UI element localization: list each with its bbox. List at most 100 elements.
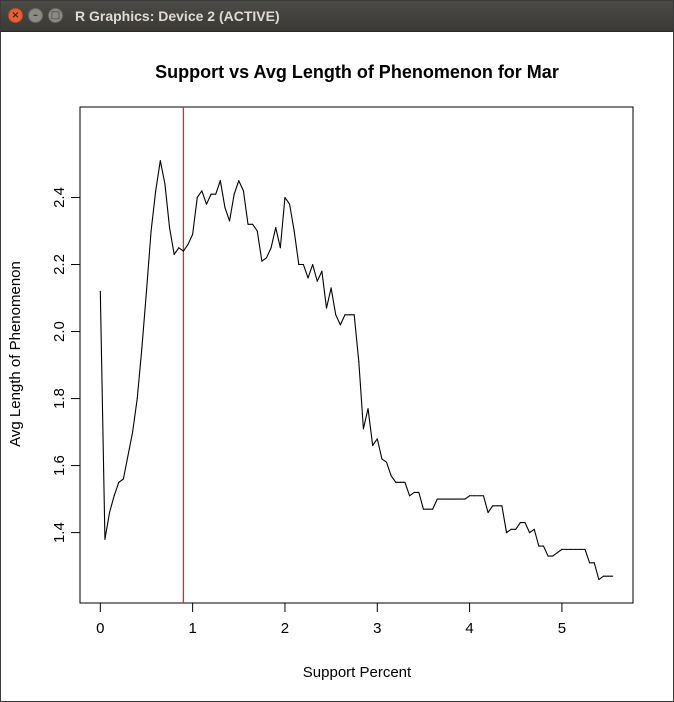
series-segment (376, 438, 383, 460)
series-segment (533, 528, 540, 547)
y-tick-label: 2.4 (51, 187, 68, 208)
series-segment (339, 314, 346, 326)
series-segment (136, 347, 143, 400)
series-segment (219, 180, 226, 209)
series-segment (164, 183, 171, 229)
series-segment (505, 528, 512, 534)
window-titlebar[interactable]: × – □ R Graphics: Device 2 (ACTIVE) (1, 1, 673, 32)
series-segment (542, 545, 549, 557)
series-segment (358, 361, 364, 430)
series-segment (385, 461, 392, 477)
series-segment (335, 314, 341, 326)
y-tick-label: 1.8 (51, 388, 68, 409)
window-title: R Graphics: Device 2 (ACTIVE) (75, 8, 280, 24)
series-segment (404, 481, 411, 497)
series-segment (529, 528, 535, 534)
series-segment (330, 287, 337, 316)
series-segment (501, 505, 508, 534)
x-tick-label: 5 (558, 620, 566, 637)
y-axis-label: Avg Length of Phenomenon (7, 261, 24, 447)
series-segment (302, 263, 309, 279)
series-segment (192, 196, 198, 235)
series-segment (289, 203, 295, 232)
series-segment (182, 243, 189, 252)
series-segment (238, 180, 244, 192)
x-tick-label: 1 (188, 620, 196, 637)
series-segment (113, 481, 120, 497)
x-tick-label: 0 (96, 620, 104, 637)
series-segment (362, 408, 369, 430)
series-segment (593, 562, 600, 581)
series-segment (307, 263, 314, 279)
series-segment (275, 227, 281, 249)
series-segment (270, 227, 277, 249)
series-segment (224, 206, 231, 222)
series-segment (284, 196, 291, 205)
series-segment (432, 498, 438, 510)
series-segment (464, 495, 471, 500)
series-segment (150, 190, 157, 232)
close-icon[interactable]: × (8, 8, 23, 23)
plot-box (79, 106, 634, 604)
series-segment (132, 398, 138, 433)
series-segment (104, 511, 111, 540)
series-segment (159, 160, 166, 185)
series-segment (367, 408, 374, 447)
series-segment (252, 223, 258, 232)
series-segment (316, 270, 323, 282)
series-segment (524, 522, 531, 534)
series-segment (515, 522, 521, 530)
series-segment (196, 190, 203, 199)
series-segment (265, 247, 272, 259)
series-segment (122, 454, 129, 480)
series-segment (118, 478, 124, 483)
series-segment (155, 160, 161, 192)
x-tick-label: 2 (281, 620, 289, 637)
maximize-icon[interactable]: □ (48, 8, 63, 23)
series-segment (409, 491, 415, 497)
series-segment (482, 495, 489, 514)
series-segment (242, 190, 249, 225)
y-tick-label: 2.2 (51, 254, 68, 275)
chart-canvas: Support vs Avg Length of Phenomenon for … (7, 62, 634, 681)
series-segment (552, 552, 558, 557)
series-segment (279, 196, 286, 249)
series-segment (169, 227, 175, 256)
x-tick-label: 4 (465, 620, 473, 637)
y-tick-label: 2.0 (51, 321, 68, 342)
x-axis: 0 1 2 3 4 5 (96, 602, 566, 637)
chart-title: Support vs Avg Length of Phenomenon for … (155, 62, 559, 82)
series-segment (312, 263, 318, 282)
series-segment (325, 287, 332, 309)
x-tick-label: 3 (373, 620, 381, 637)
series-segment (205, 193, 212, 205)
series-segment (598, 575, 605, 581)
series-segment (141, 290, 148, 349)
x-axis-label: Support Percent (303, 664, 412, 681)
series-segment (390, 475, 397, 483)
y-tick-label: 1.4 (51, 522, 68, 543)
series-segment (233, 180, 240, 195)
series-segment (127, 431, 134, 457)
series-segment (256, 230, 263, 262)
series-segment (215, 180, 221, 195)
series-segment (99, 290, 106, 540)
series-segment (173, 247, 180, 256)
series-segment (584, 548, 591, 564)
series-segment (353, 314, 360, 363)
series-segment (229, 193, 235, 222)
y-axis: 1.4 1.6 1.8 2.0 2.2 2.4 (51, 187, 81, 543)
series-segment (381, 458, 388, 463)
y-tick-label: 1.6 (51, 455, 68, 476)
series-segment (261, 257, 268, 262)
minimize-icon[interactable]: – (28, 8, 43, 23)
series-segment (108, 495, 115, 514)
series-segment (178, 247, 184, 252)
series-segment (201, 190, 208, 205)
series-segment (145, 230, 152, 292)
series-segment (187, 233, 194, 245)
series-segment (293, 230, 300, 266)
series-segment (487, 505, 494, 514)
series-segment (556, 548, 563, 554)
